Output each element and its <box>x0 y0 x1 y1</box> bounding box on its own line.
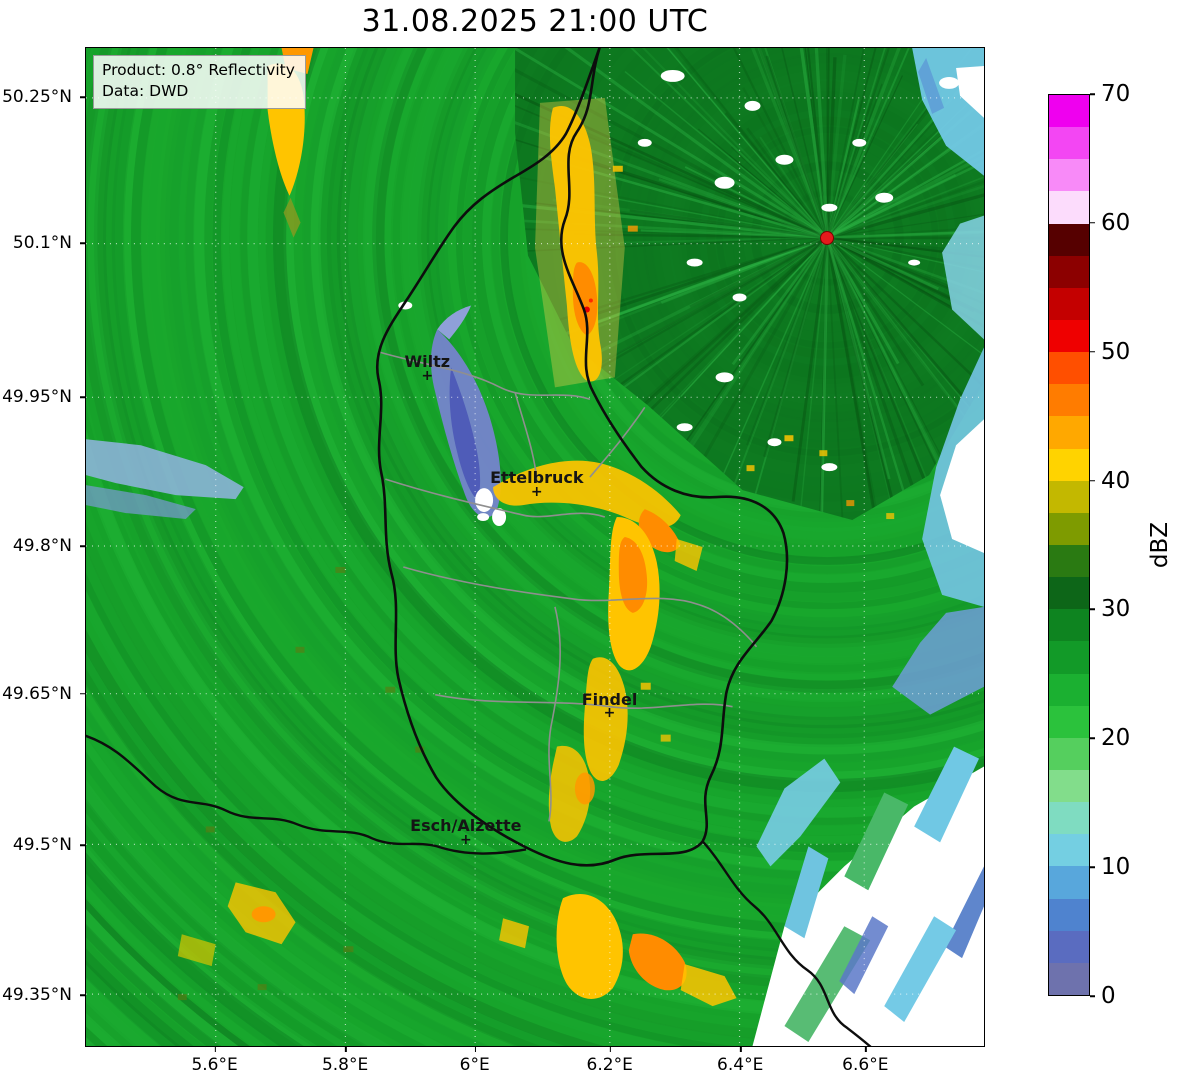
colorbar-segment <box>1049 191 1089 224</box>
city-marker-wiltz: Wiltz + <box>404 352 451 385</box>
colorbar-segment <box>1049 866 1089 899</box>
y-tick-label: 49.35°N <box>2 985 85 1005</box>
city-marker-findel: Findel + <box>581 689 638 722</box>
colorbar-segment <box>1049 898 1089 931</box>
colorbar-segment <box>1049 319 1089 353</box>
colorbar-segment <box>1049 223 1089 256</box>
colorbar-segment <box>1049 159 1089 192</box>
colorbar-segment <box>1049 962 1089 995</box>
x-tick-label: 6°E <box>460 1047 490 1075</box>
city-label: Ettelbruck <box>490 468 584 488</box>
product-info-box: Product: 0.8° Reflectivity Data: DWD <box>93 55 306 109</box>
colorbar-segment <box>1049 577 1089 610</box>
colorbar-segment <box>1049 480 1089 513</box>
map-plot: Product: 0.8° Reflectivity Data: DWD Wil… <box>85 47 985 1047</box>
district-borders <box>380 351 758 822</box>
x-tick-label: 6.4°E <box>717 1047 763 1075</box>
city-label: Wiltz <box>404 352 451 372</box>
colorbar-segment <box>1049 416 1089 449</box>
city-label: Esch/Alzette <box>410 816 522 836</box>
radar-site-marker <box>819 230 834 245</box>
latitude-axis: 50.25°N 50.1°N 49.95°N 49.8°N 49.65°N 49.5°N 4… <box>0 47 85 1047</box>
colorbar-segment <box>1049 255 1089 288</box>
colorbar-segment <box>1049 448 1089 481</box>
colorbar-tick-label: 0 <box>1090 983 1116 1009</box>
data-source-label: Data: DWD <box>102 81 189 100</box>
city-plus-icon: + <box>459 832 472 849</box>
radar-reflectivity-map <box>86 48 984 1046</box>
colorbar-segment <box>1049 834 1089 867</box>
x-tick-label: 5.6°E <box>191 1047 238 1075</box>
precip-dark-green-core <box>515 48 984 521</box>
y-tick-label: 49.8°N <box>13 536 85 556</box>
colorbar-segment <box>1049 127 1089 160</box>
precip-bottom-right-mixed <box>752 746 984 1046</box>
city-marker-esch-alzette: Esch/Alzette + <box>410 816 522 849</box>
precip-blue-left-edge <box>86 439 244 520</box>
colorbar-segment <box>1049 95 1089 128</box>
product-label: Product: 0.8° Reflectivity <box>102 61 295 79</box>
graticule-gridlines <box>86 48 984 1046</box>
x-tick-label: 6.6°E <box>842 1047 888 1075</box>
city-plus-icon: + <box>603 705 616 722</box>
colorbar-segment <box>1049 287 1089 320</box>
y-tick-label: 49.95°N <box>2 387 85 407</box>
city-marker-ettelbruck: Ettelbruck + <box>490 468 584 501</box>
y-tick-label: 50.1°N <box>13 233 85 253</box>
colorbar-tick-label: 40 <box>1090 468 1130 494</box>
colorbar-segment <box>1049 641 1089 674</box>
colorbar-ticks: 70 60 50 40 30 20 10 0 <box>1090 81 1160 1009</box>
precip-blue-band-west <box>430 305 507 527</box>
y-tick-label: 49.5°N <box>13 835 85 855</box>
city-plus-icon: + <box>530 484 543 501</box>
longitude-axis: 5.6°E 5.8°E 6°E 6.2°E 6.4°E 6.6°E <box>85 1047 985 1077</box>
colorbar-tick-label: 60 <box>1090 210 1130 236</box>
colorbar-tick-label: 70 <box>1090 81 1130 107</box>
x-tick-label: 6.2°E <box>587 1047 633 1075</box>
city-plus-icon: + <box>421 368 434 385</box>
colorbar-tick-label: 50 <box>1090 339 1130 365</box>
precip-right-edge <box>756 48 984 867</box>
colorbar-segment <box>1049 769 1089 803</box>
colorbar-tick-label: 30 <box>1090 596 1130 622</box>
figure-title: 31.08.2025 21:00 UTC <box>361 4 709 39</box>
country-borders <box>86 48 872 1046</box>
colorbar-segment <box>1049 930 1089 963</box>
colorbar-tick-label: 20 <box>1090 725 1130 751</box>
y-tick-label: 49.65°N <box>2 684 85 704</box>
colorbar-segment <box>1049 609 1089 642</box>
colorbar-tick-label: 10 <box>1090 854 1130 880</box>
colorbar-segment <box>1049 705 1089 738</box>
colorbar-segment <box>1049 737 1089 770</box>
colorbar-segment <box>1049 352 1089 385</box>
colorbar-segment <box>1049 544 1089 578</box>
x-tick-label: 5.8°E <box>322 1047 368 1075</box>
colorbar-segment <box>1049 802 1089 835</box>
colorbar <box>1048 94 1090 996</box>
colorbar-segment <box>1049 512 1089 545</box>
precip-olive-speckles <box>177 566 425 1001</box>
city-label: Findel <box>581 689 638 709</box>
colorbar-axis-label: dBZ <box>1147 521 1173 569</box>
y-tick-label: 50.25°N <box>2 87 85 107</box>
colorbar-segment <box>1049 384 1089 417</box>
colorbar-segment <box>1049 673 1089 706</box>
